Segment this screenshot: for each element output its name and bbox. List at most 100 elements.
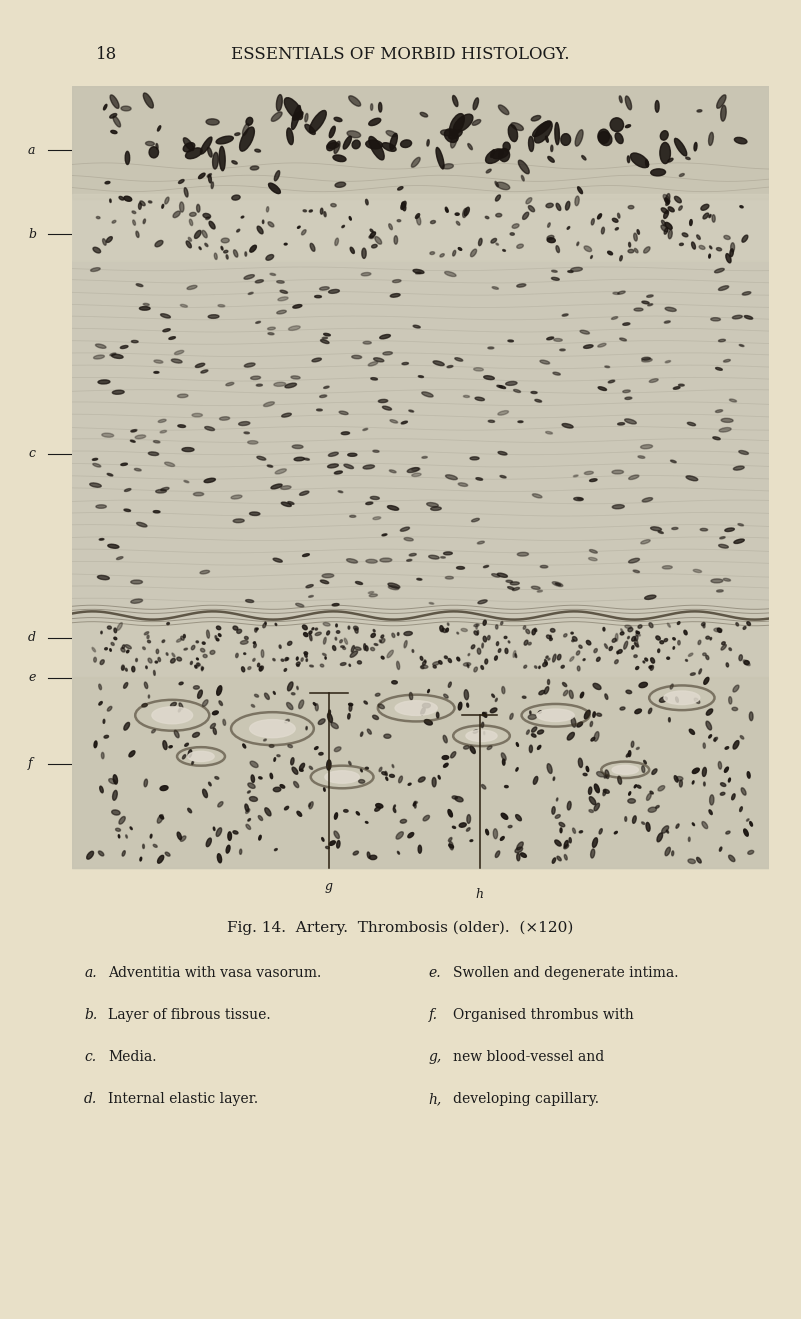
Ellipse shape [496,214,501,216]
Ellipse shape [130,827,132,830]
Ellipse shape [714,268,724,273]
Ellipse shape [468,144,473,150]
Ellipse shape [371,648,375,650]
Ellipse shape [441,129,453,136]
Ellipse shape [668,230,672,239]
Ellipse shape [686,660,687,661]
Ellipse shape [593,838,598,847]
Ellipse shape [360,732,363,736]
Ellipse shape [688,653,693,657]
Ellipse shape [422,703,430,708]
Ellipse shape [508,587,514,590]
Ellipse shape [505,786,508,787]
Ellipse shape [245,805,248,811]
Ellipse shape [508,826,512,828]
Ellipse shape [94,355,104,359]
Ellipse shape [702,822,708,828]
Ellipse shape [570,690,574,699]
Ellipse shape [534,666,537,669]
Ellipse shape [618,214,620,218]
Ellipse shape [281,503,292,506]
Ellipse shape [618,649,622,653]
Ellipse shape [303,210,307,212]
Ellipse shape [208,782,211,786]
Ellipse shape [669,718,670,721]
Ellipse shape [521,853,526,857]
Ellipse shape [638,625,642,628]
Ellipse shape [208,315,219,318]
Ellipse shape [382,534,387,536]
Ellipse shape [401,202,406,211]
Ellipse shape [590,256,593,259]
Ellipse shape [397,186,403,190]
Ellipse shape [548,223,550,227]
Ellipse shape [192,413,203,417]
Ellipse shape [143,94,153,108]
Ellipse shape [703,743,706,748]
Ellipse shape [582,156,586,160]
Ellipse shape [511,123,523,131]
Ellipse shape [248,666,251,670]
Ellipse shape [728,778,731,782]
Ellipse shape [625,625,631,628]
Text: h,: h, [429,1092,442,1107]
Ellipse shape [642,822,645,824]
Ellipse shape [539,690,545,695]
Ellipse shape [726,831,730,834]
Ellipse shape [602,227,605,233]
Ellipse shape [284,806,288,810]
Ellipse shape [268,332,274,335]
Ellipse shape [191,661,192,665]
Ellipse shape [318,719,325,724]
Ellipse shape [550,629,555,632]
Ellipse shape [593,683,601,690]
Ellipse shape [349,704,352,711]
Ellipse shape [445,272,456,277]
Ellipse shape [192,732,199,737]
Ellipse shape [147,634,149,638]
Ellipse shape [185,743,188,747]
Ellipse shape [724,768,728,773]
Ellipse shape [730,400,737,402]
Ellipse shape [303,625,308,629]
Ellipse shape [124,197,131,202]
Ellipse shape [316,632,321,636]
Ellipse shape [325,657,326,660]
Ellipse shape [253,658,256,661]
Ellipse shape [668,158,673,162]
Ellipse shape [590,849,594,857]
Ellipse shape [504,636,507,638]
Ellipse shape [721,106,727,121]
Ellipse shape [133,220,135,226]
Ellipse shape [347,131,360,137]
Ellipse shape [194,686,199,690]
Ellipse shape [487,745,492,749]
Ellipse shape [309,630,312,634]
Ellipse shape [555,583,561,586]
Ellipse shape [121,463,127,466]
Ellipse shape [739,451,748,455]
Ellipse shape [99,702,103,706]
Ellipse shape [739,344,744,347]
Ellipse shape [154,441,160,443]
Ellipse shape [327,630,330,634]
Ellipse shape [574,497,583,501]
Ellipse shape [657,832,662,842]
Ellipse shape [388,505,399,510]
Ellipse shape [517,553,529,557]
Ellipse shape [407,468,419,472]
Ellipse shape [119,197,124,200]
Ellipse shape [239,849,242,855]
Ellipse shape [591,737,595,741]
Ellipse shape [206,838,211,847]
Ellipse shape [143,646,145,650]
Ellipse shape [547,764,552,773]
Ellipse shape [348,96,360,107]
Ellipse shape [245,252,247,256]
Ellipse shape [694,142,697,150]
Ellipse shape [407,559,412,562]
Ellipse shape [578,758,582,768]
Ellipse shape [692,823,694,826]
Ellipse shape [213,728,216,735]
Ellipse shape [151,729,155,733]
